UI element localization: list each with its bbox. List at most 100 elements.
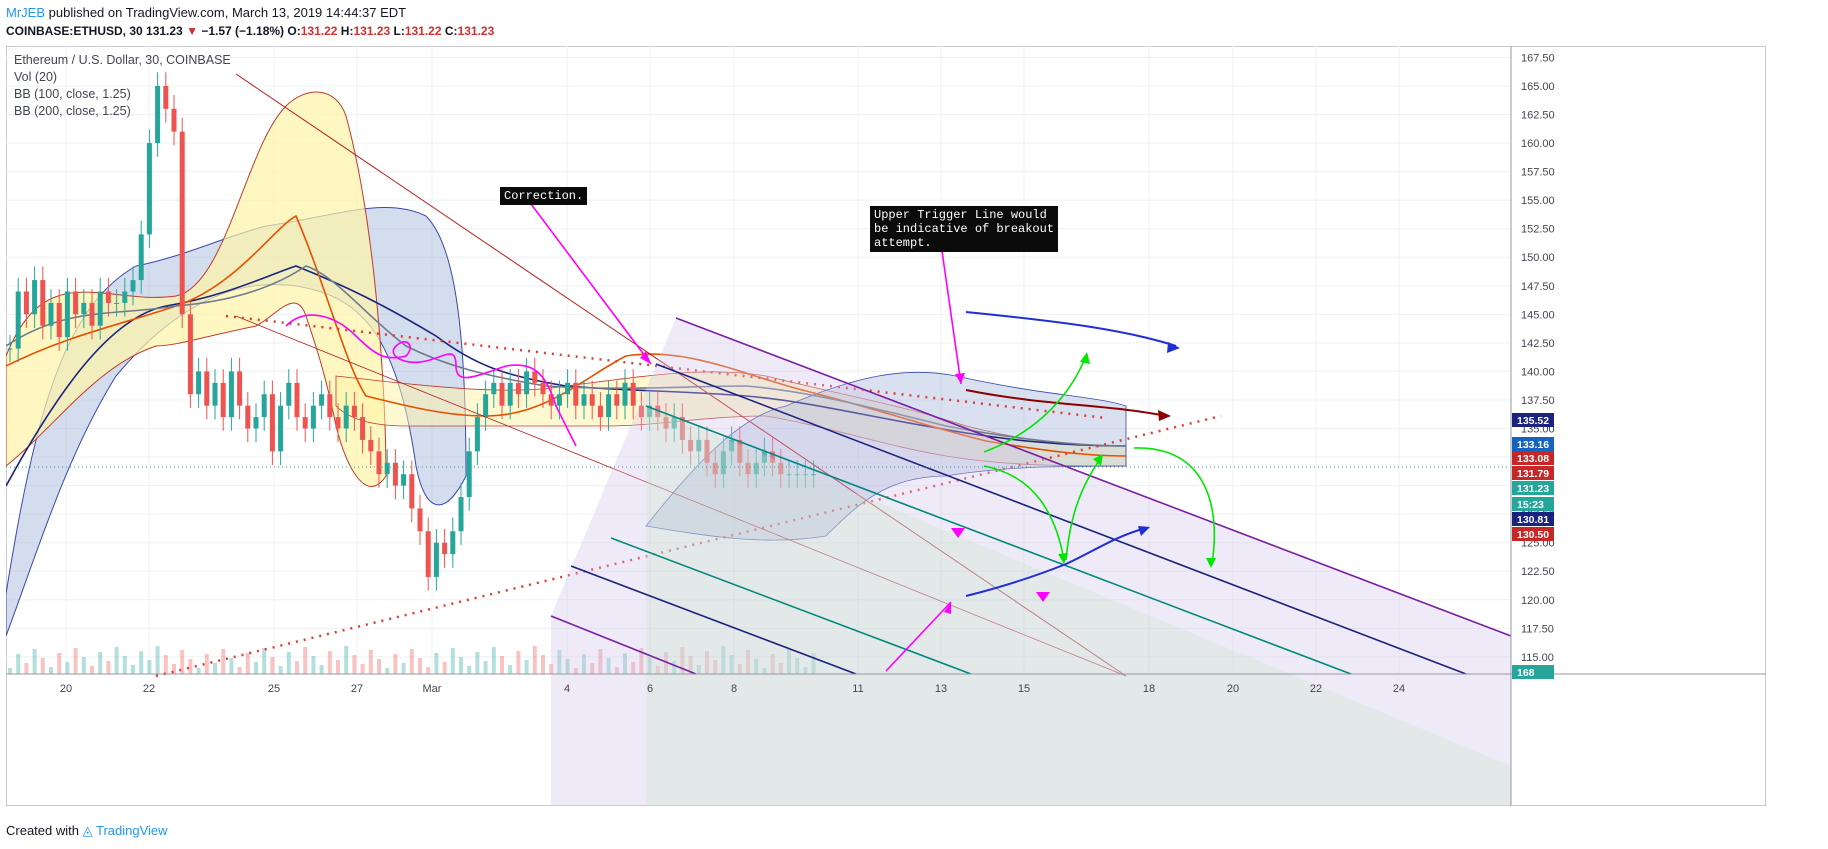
- volume-bar: [204, 654, 209, 674]
- volume-bar: [483, 661, 488, 674]
- y-tick-label: 162.50: [1521, 110, 1555, 122]
- volume-bar: [590, 663, 595, 674]
- volume-bar: [311, 656, 316, 674]
- bb100-fill: [6, 91, 387, 487]
- volume-bar: [811, 653, 816, 674]
- volume-bar: [180, 650, 185, 674]
- volume-bar: [614, 667, 619, 674]
- legend-volume[interactable]: Vol (20): [14, 70, 58, 84]
- volume-bar: [787, 649, 791, 674]
- candle-body: [130, 280, 136, 292]
- price-tag: [1512, 466, 1554, 480]
- candle-body: [319, 394, 325, 406]
- candle-body: [647, 405, 653, 418]
- candle-body: [729, 439, 735, 452]
- candle-body: [778, 462, 784, 475]
- time-axis[interactable]: 20 22 25 27 Mar 4 6 8 11 13 15 18 20 22 24: [60, 683, 1405, 695]
- candle-body: [89, 302, 95, 326]
- volume-bar: [188, 659, 193, 674]
- volume-bar: [155, 646, 160, 674]
- author-link[interactable]: MrJEB: [6, 5, 45, 20]
- candle-body: [737, 439, 743, 463]
- candle-body: [589, 394, 595, 406]
- magenta-down-marker-2: [1036, 592, 1050, 602]
- candle-body: [655, 405, 661, 418]
- x-tick-label: 20: [60, 683, 72, 695]
- annotation-upper-trigger[interactable]: Upper Trigger Line would be indicative o…: [870, 206, 1059, 252]
- y-tick-label: 152.50: [1521, 224, 1555, 236]
- bb-late-fill: [645, 371, 1127, 541]
- y-tick-label: 117.50: [1521, 623, 1554, 635]
- y-tick-label: 167.50: [1521, 52, 1555, 64]
- legend-bb100[interactable]: BB (100, close, 1.25): [14, 87, 131, 101]
- candle-body: [146, 143, 152, 235]
- candle-body: [753, 462, 759, 475]
- candle-body: [261, 394, 267, 418]
- chart-area[interactable]: 115.00117.50120.00122.50125.00127.50130.…: [6, 46, 1766, 806]
- candle-body: [401, 474, 407, 486]
- candle-body: [294, 382, 300, 418]
- candle-body: [269, 394, 275, 452]
- x-tick-label: 6: [647, 683, 653, 695]
- legend-bb200[interactable]: BB (200, close, 1.25): [14, 104, 131, 118]
- candle-body: [688, 439, 694, 452]
- volume-bar: [639, 648, 644, 674]
- candle-body: [286, 382, 292, 406]
- green-arrow-down-1-head: [1058, 553, 1068, 564]
- symbol: COINBASE:ETHUSD, 30: [6, 24, 143, 38]
- candle-body: [417, 508, 423, 532]
- candle-body: [433, 542, 439, 577]
- price-tag-label: 131.79: [1517, 468, 1549, 480]
- volume-bar: [655, 666, 660, 674]
- candle-body: [335, 417, 341, 429]
- candle-body: [704, 439, 710, 463]
- volume-bar: [122, 656, 127, 674]
- candle-body: [360, 417, 366, 440]
- pitchfork-median-green: [645, 405, 1352, 675]
- volume-bar: [623, 653, 627, 674]
- candle-body: [302, 417, 308, 429]
- lower-support-line: [155, 414, 1222, 678]
- correction-arrow: [530, 203, 652, 365]
- volume-bar: [450, 648, 455, 674]
- candle-body: [204, 371, 210, 406]
- volume-bar: [705, 651, 709, 674]
- volume-bar: [32, 649, 37, 674]
- candle-body: [310, 405, 316, 429]
- price-tag: [1512, 512, 1554, 526]
- volume-bar: [434, 653, 439, 674]
- tradingview-logo-icon: ◬: [82, 823, 93, 838]
- candle-body: [327, 394, 333, 418]
- volume-bar: [491, 647, 496, 674]
- candle-body: [343, 405, 349, 429]
- price-candles: [7, 72, 817, 591]
- blue-lower-arrow-head: [1138, 526, 1150, 536]
- price-change: −1.57 (−1.18%): [201, 24, 285, 38]
- candle-body: [187, 314, 193, 395]
- volume-bar: [16, 654, 21, 674]
- x-tick-label: 22: [143, 683, 155, 695]
- blue-upper-arrow-head: [1167, 342, 1180, 353]
- volume-bar: [213, 663, 217, 674]
- price-tag: [1512, 665, 1554, 679]
- candle-body: [606, 394, 612, 418]
- candle-body: [212, 382, 218, 406]
- volume-bar: [360, 664, 365, 674]
- candle-body: [597, 405, 603, 418]
- candle-body: [638, 405, 644, 418]
- magenta-down-marker-1: [951, 528, 965, 538]
- candle-body: [425, 531, 431, 577]
- volume-bar: [401, 663, 406, 674]
- volume-bar: [688, 656, 693, 674]
- volume-bar: [90, 666, 94, 674]
- price-tag: [1512, 527, 1554, 541]
- volume-bar: [131, 665, 135, 674]
- annotation-correction[interactable]: Correction.: [500, 187, 588, 205]
- tradingview-brand[interactable]: TradingView: [96, 823, 168, 838]
- price-axis[interactable]: 115.00117.50120.00122.50125.00127.50130.…: [1521, 52, 1555, 663]
- open-label: O:: [287, 24, 301, 38]
- volume-bar: [516, 651, 521, 674]
- volume-bar: [40, 658, 45, 674]
- price-tag-label: 130.50: [1517, 529, 1549, 541]
- volume-bar: [106, 661, 111, 674]
